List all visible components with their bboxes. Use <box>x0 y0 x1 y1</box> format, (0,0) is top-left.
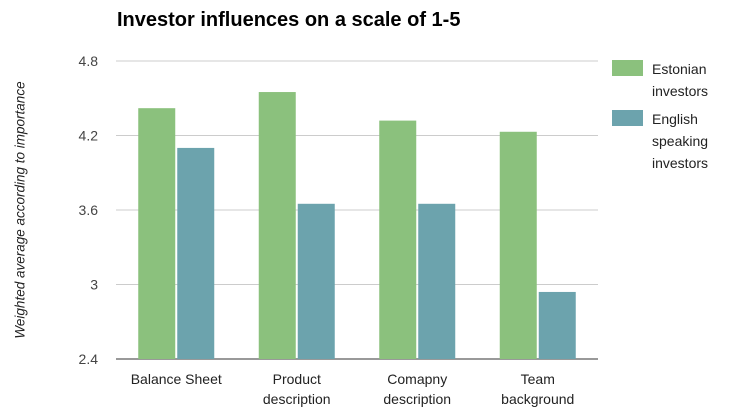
legend-swatch-series-1 <box>612 60 643 76</box>
x-tick-label: Product description <box>263 371 331 407</box>
bar-series-1 <box>258 92 296 360</box>
x-tick-label: Team background <box>501 371 574 407</box>
y-tick-label: 2.4 <box>79 351 99 367</box>
legend-swatch-series-2 <box>612 110 643 126</box>
legend: Estonian investors English speaking inve… <box>612 58 732 180</box>
bar-series-1 <box>499 131 537 359</box>
x-tick-label: Comapny description <box>383 371 451 407</box>
bar-series-2 <box>297 203 335 359</box>
bar-series-2 <box>418 203 456 359</box>
bar-series-2 <box>538 291 576 359</box>
chart-title: Investor influences on a scale of 1-5 <box>117 9 461 31</box>
y-tick-label: 4.2 <box>79 128 99 144</box>
y-tick-label: 4.8 <box>79 53 99 69</box>
bar-series-1 <box>379 120 417 359</box>
y-tick-label: 3.6 <box>79 202 99 218</box>
x-tick-label: Balance Sheet <box>131 371 222 387</box>
legend-label-series-2: English speaking investors <box>652 111 709 171</box>
bar-series-2 <box>177 147 215 359</box>
bar-series-1 <box>138 108 176 359</box>
legend-item-series-1: Estonian investors <box>612 58 732 102</box>
legend-label-series-1: Estonian investors <box>652 61 709 99</box>
legend-item-series-2: English speaking investors <box>612 108 732 174</box>
y-tick-label: 3 <box>90 277 98 293</box>
